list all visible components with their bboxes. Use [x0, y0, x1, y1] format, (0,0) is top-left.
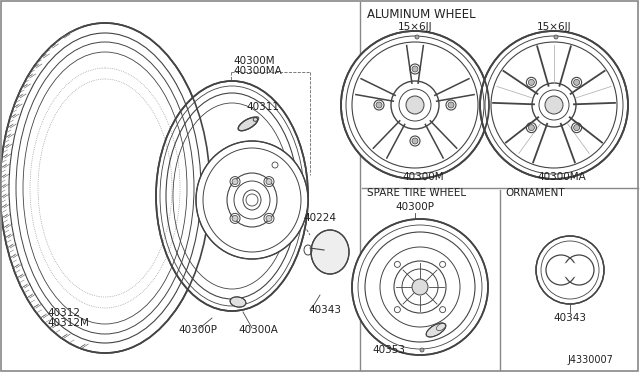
- Ellipse shape: [156, 81, 308, 311]
- Text: ORNAMENT: ORNAMENT: [505, 188, 564, 198]
- Text: 40300M: 40300M: [402, 172, 444, 182]
- Circle shape: [573, 79, 580, 85]
- Circle shape: [232, 215, 238, 221]
- Circle shape: [412, 66, 418, 72]
- Ellipse shape: [196, 141, 308, 259]
- Circle shape: [412, 138, 418, 144]
- Ellipse shape: [238, 117, 258, 131]
- Text: J4330007: J4330007: [567, 355, 613, 365]
- Circle shape: [536, 236, 604, 304]
- Circle shape: [529, 79, 534, 85]
- Text: 40343: 40343: [308, 305, 341, 315]
- Ellipse shape: [311, 230, 349, 274]
- Circle shape: [554, 35, 558, 39]
- Text: 40300A: 40300A: [238, 325, 278, 335]
- Circle shape: [415, 35, 419, 39]
- Circle shape: [352, 219, 488, 355]
- Ellipse shape: [230, 297, 246, 307]
- Circle shape: [412, 279, 428, 295]
- Circle shape: [376, 102, 382, 108]
- Circle shape: [406, 96, 424, 114]
- Circle shape: [480, 31, 628, 179]
- Text: 40311: 40311: [246, 102, 279, 112]
- Circle shape: [266, 215, 272, 221]
- Text: ALUMINUM WHEEL: ALUMINUM WHEEL: [367, 7, 476, 20]
- Circle shape: [448, 102, 454, 108]
- Circle shape: [529, 125, 534, 131]
- Text: 40343: 40343: [554, 313, 586, 323]
- Ellipse shape: [561, 262, 579, 278]
- Text: 40300MA: 40300MA: [538, 172, 586, 182]
- Text: 40300P: 40300P: [178, 325, 217, 335]
- Circle shape: [420, 348, 424, 352]
- Text: 15×6JJ: 15×6JJ: [537, 22, 572, 32]
- Circle shape: [545, 96, 563, 114]
- Text: 40300MA: 40300MA: [233, 66, 282, 76]
- Text: 40300M: 40300M: [233, 56, 275, 66]
- Ellipse shape: [426, 323, 446, 337]
- Circle shape: [232, 179, 238, 185]
- Text: 40312M: 40312M: [47, 318, 89, 328]
- Text: 40300P: 40300P: [396, 202, 435, 212]
- Text: 40312: 40312: [47, 308, 80, 318]
- Text: SPARE TIRE WHEEL: SPARE TIRE WHEEL: [367, 188, 466, 198]
- Circle shape: [266, 179, 272, 185]
- Text: 40353: 40353: [372, 345, 405, 355]
- Text: 15×6JJ: 15×6JJ: [397, 22, 432, 32]
- Circle shape: [341, 31, 489, 179]
- Circle shape: [573, 125, 580, 131]
- Ellipse shape: [0, 23, 210, 353]
- Text: 40224: 40224: [303, 213, 336, 223]
